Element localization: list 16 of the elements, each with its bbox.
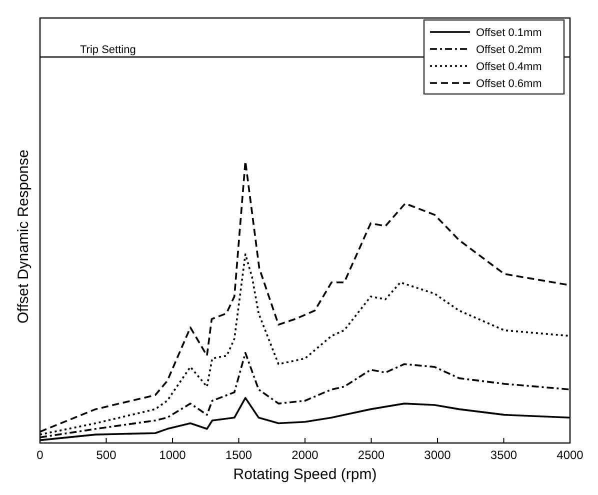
x-tick-label: 4000 [556,448,584,462]
x-tick-label: 500 [96,448,117,462]
legend-label: Offset 0.2mm [476,44,542,56]
ref-line-label: Trip Setting [80,44,136,56]
legend-label: Offset 0.4mm [476,61,542,73]
legend-label: Offset 0.1mm [476,27,542,39]
x-tick-label: 3500 [490,448,518,462]
legend-label: Offset 0.6mm [476,78,542,90]
x-tick-label: 2000 [292,448,319,462]
x-tick-label: 1000 [159,448,186,462]
x-tick-label: 3000 [424,448,452,462]
x-tick-label: 2500 [358,448,385,462]
x-axis-title: Rotating Speed (rpm) [233,466,377,483]
x-tick-label: 0 [36,448,44,462]
y-axis-title: Offset Dynamic Response [15,150,32,324]
x-tick-label: 1500 [225,448,252,462]
